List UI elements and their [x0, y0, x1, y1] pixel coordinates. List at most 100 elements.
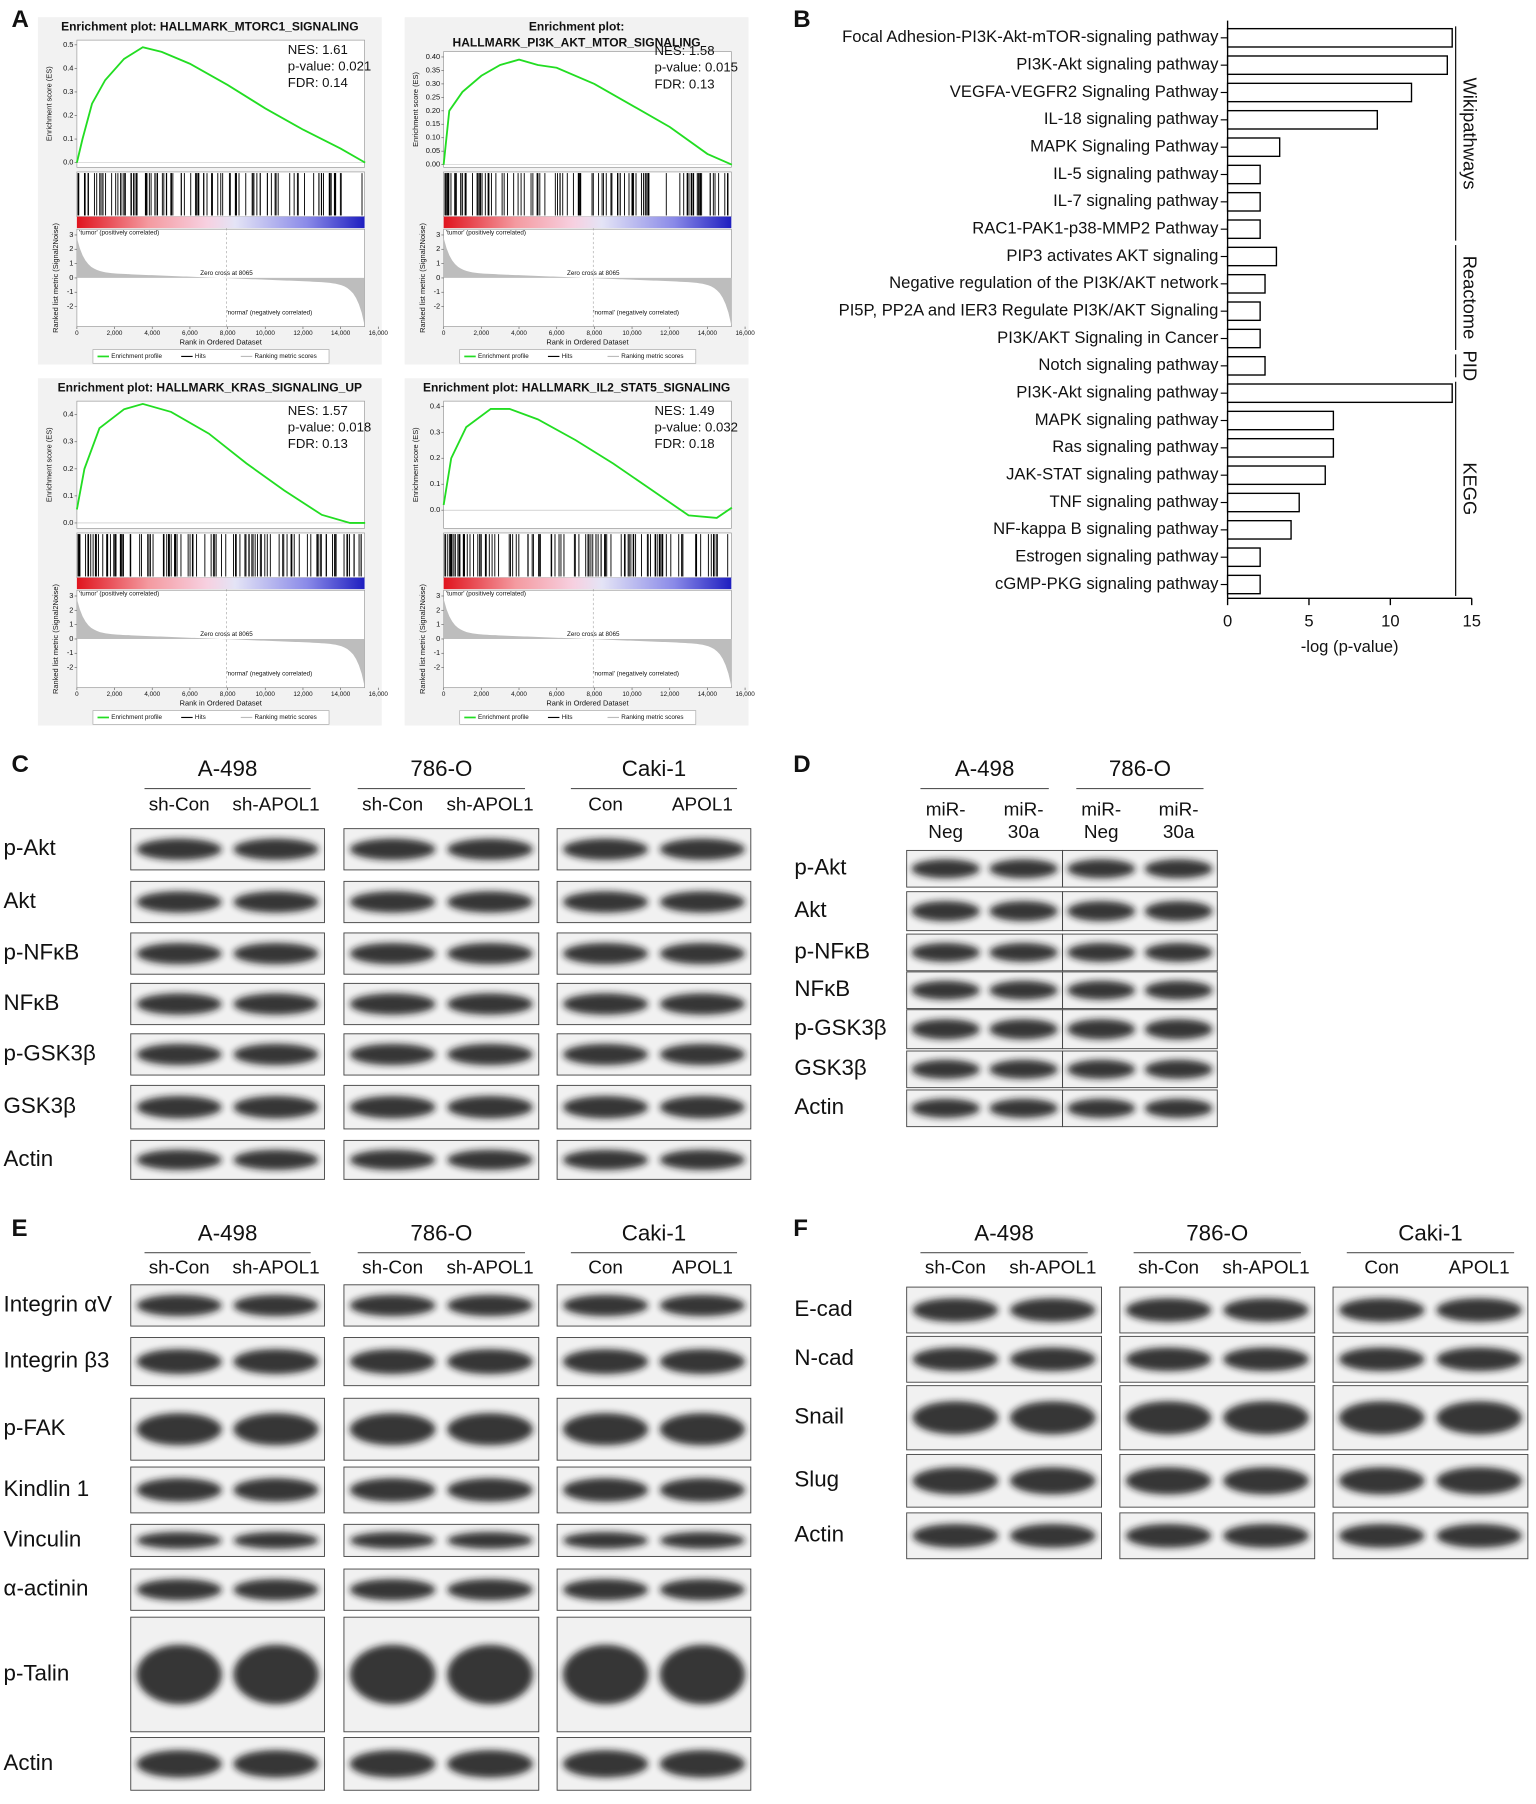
category-label: PI3K-Akt signaling pathway [1016, 55, 1219, 74]
bar [1226, 137, 1281, 158]
category-label: Ras signaling pathway [1052, 437, 1219, 456]
panel-label: E [12, 1215, 28, 1242]
blot-band [1144, 1098, 1213, 1118]
category-label: VEGFA-VEGFR2 Signaling Pathway [950, 82, 1219, 101]
lane-label: sh-Con [362, 1258, 423, 1279]
x-tick-label: 4,000 [144, 330, 160, 337]
blot-band [233, 1413, 319, 1446]
blot-band [989, 942, 1058, 962]
bar [1226, 109, 1379, 130]
stat-text: FDR: 0.18 [655, 436, 715, 451]
row-label: Actin [794, 1094, 844, 1119]
blot-band [1223, 1401, 1309, 1435]
group-label: Wikipathways [1459, 77, 1480, 189]
rank-colorbar [443, 577, 732, 590]
y-tick-label: 0.25 [426, 92, 440, 101]
blot-band [911, 942, 980, 962]
bar [1226, 82, 1413, 103]
y-tick-label: 0.1 [430, 479, 440, 488]
blot-band [447, 1349, 533, 1375]
x-tick-label: 6,000 [182, 691, 198, 698]
metric-axis-label: Ranked list metric (Signal2Noise) [51, 583, 60, 693]
legend-box [459, 349, 697, 364]
row-label: p-NFκB [4, 939, 80, 964]
blot-band [1144, 859, 1213, 879]
stat-text: FDR: 0.14 [288, 75, 348, 90]
metric-tick-label: 2 [69, 244, 73, 253]
blot-band [1338, 1298, 1425, 1322]
x-tick-label: 0 [75, 330, 79, 337]
x-tick-label: 2,000 [107, 691, 123, 698]
y-axis-label: Enrichment score (ES) [411, 72, 420, 147]
blot-band [562, 1149, 649, 1171]
metric-tick-label: 0 [69, 634, 73, 643]
y-axis-label: Enrichment score (ES) [44, 66, 53, 141]
blot-band [1223, 1523, 1309, 1548]
blot-band [233, 1095, 319, 1119]
row-label: Actin [4, 1750, 54, 1775]
x-axis-label: Rank in Ordered Dataset [546, 338, 629, 347]
blot-band [562, 1349, 649, 1375]
lane-label: sh-Con [362, 795, 423, 816]
blot-band [659, 891, 745, 913]
rank-colorbar [76, 577, 365, 590]
panel-label: D [793, 751, 810, 778]
blot-band [562, 1578, 649, 1601]
row-label: p-GSK3β [4, 1040, 96, 1065]
blot-band [912, 1523, 999, 1548]
y-tick-label: 0.0 [430, 505, 440, 514]
group-label: KEGG [1459, 462, 1480, 515]
plot-title: Enrichment plot: [529, 20, 624, 34]
bar [1226, 55, 1448, 76]
panel-label: B [793, 6, 810, 33]
bar [1226, 301, 1261, 322]
metric-tick-label: -1 [67, 287, 74, 296]
category-label: Estrogen signaling pathway [1015, 547, 1219, 566]
category-label: cGMP-PKG signaling pathway [995, 574, 1219, 593]
x-tick-label: 10,000 [256, 330, 276, 337]
bar [1226, 246, 1278, 267]
panel-label: F [793, 1215, 808, 1242]
normal-label: 'normal' (negatively correlated) [226, 310, 312, 317]
bar [1226, 437, 1335, 458]
blot-band [659, 1532, 745, 1549]
blot-band [447, 1095, 533, 1119]
blot-band [136, 1349, 222, 1375]
blot-band [562, 993, 649, 1015]
zero-cross-label: Zero cross at 8065 [200, 270, 253, 277]
legend-label: Enrichment profile [478, 353, 529, 360]
zero-cross-label: Zero cross at 8065 [567, 631, 620, 638]
blot-band [1144, 980, 1213, 1000]
y-tick-label: 0.2 [63, 464, 73, 473]
panel-label: A [12, 6, 29, 33]
category-label: MAPK signaling pathway [1035, 410, 1219, 429]
blot-band [1067, 1019, 1136, 1040]
blot-band [349, 1532, 436, 1549]
blot-band [136, 1478, 222, 1502]
blot-band [447, 1043, 533, 1066]
blot-band [447, 993, 533, 1015]
blot-band [233, 1644, 319, 1705]
blot-band [1125, 1298, 1212, 1322]
lane-label: sh-Con [1138, 1258, 1199, 1279]
blot-band [1338, 1523, 1425, 1548]
blot-band [659, 1349, 745, 1375]
metric-tick-label: 0 [436, 273, 440, 282]
bar [1226, 191, 1261, 212]
lane-label: APOL1 [1449, 1258, 1510, 1279]
blot-band [911, 1019, 980, 1040]
row-label: p-GSK3β [794, 1015, 886, 1040]
blot-band [1009, 1298, 1096, 1322]
bar [1226, 273, 1266, 294]
x-tick-label: 10,000 [622, 330, 642, 337]
x-tick-label: 14,000 [331, 691, 351, 698]
x-tick-label: 12,000 [660, 691, 680, 698]
blot-band [1009, 1401, 1096, 1435]
y-tick-label: 0.05 [426, 146, 440, 155]
blot-band [233, 1750, 319, 1778]
blot-band [1009, 1467, 1096, 1495]
blot-band [562, 1413, 649, 1446]
metric-tick-label: -1 [434, 287, 441, 296]
blot-band [1144, 901, 1213, 922]
